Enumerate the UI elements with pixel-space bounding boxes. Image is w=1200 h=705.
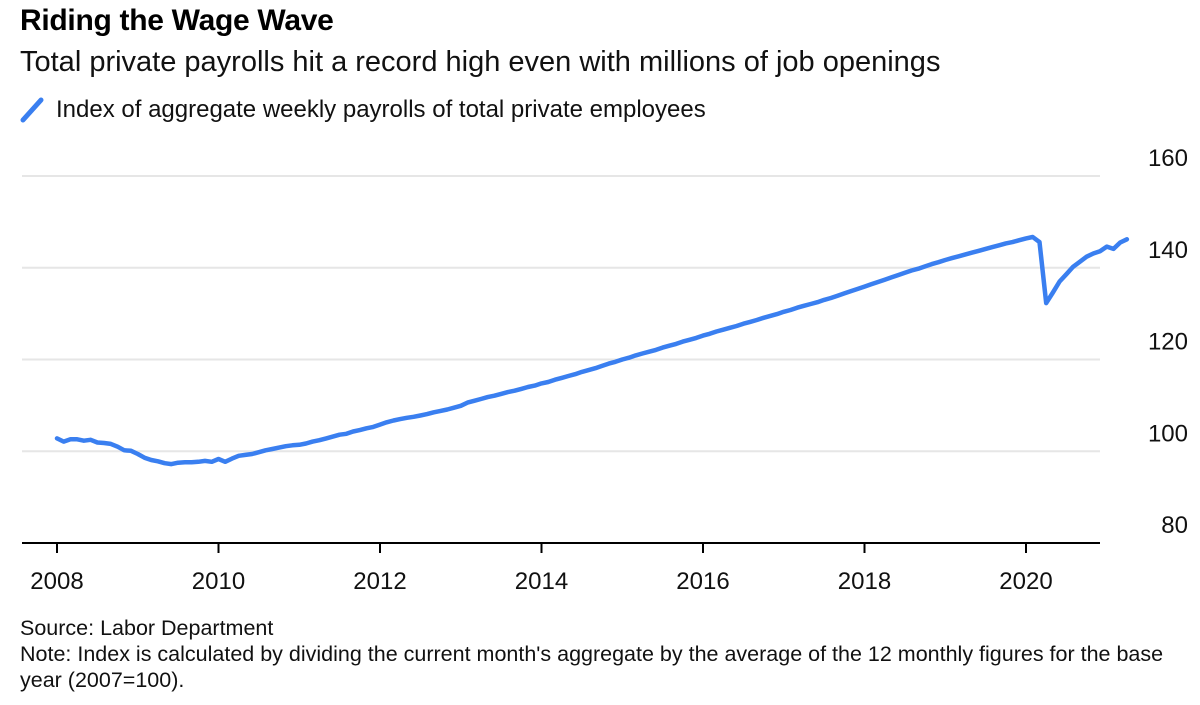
x-tick-label: 2016 [676, 568, 729, 595]
x-tick-label: 2008 [30, 568, 83, 595]
y-axis: 80 100 120 140 160 [1148, 145, 1188, 539]
x-tick-label: 2010 [192, 568, 245, 595]
series-line [54, 234, 1130, 467]
y-tick-label: 120 [1148, 329, 1188, 356]
legend-line-icon [20, 97, 44, 123]
source-note: Source: Labor Department [20, 616, 274, 640]
y-tick-label: 160 [1148, 145, 1188, 172]
method-note: Note: Index is calculated by dividing th… [20, 642, 1164, 692]
x-axis: 2008 2010 2012 2014 2016 2018 2020 [22, 542, 1100, 595]
y-tick-label: 140 [1148, 237, 1188, 264]
x-tick-label: 2012 [353, 568, 406, 595]
x-tick-label: 2014 [515, 568, 568, 595]
x-tick-label: 2020 [999, 568, 1052, 595]
chart-title: Riding the Wage Wave [20, 4, 334, 37]
y-tick-label: 80 [1161, 512, 1188, 539]
chart-subtitle: Total private payrolls hit a record high… [20, 46, 941, 78]
x-tick-label: 2018 [838, 568, 891, 595]
series-layer [54, 234, 1130, 467]
y-tick-label: 100 [1148, 420, 1188, 447]
chart-legend: Index of aggregate weekly payrolls of to… [20, 96, 706, 124]
legend-label: Index of aggregate weekly payrolls of to… [56, 96, 706, 123]
gridlines [22, 175, 1100, 453]
